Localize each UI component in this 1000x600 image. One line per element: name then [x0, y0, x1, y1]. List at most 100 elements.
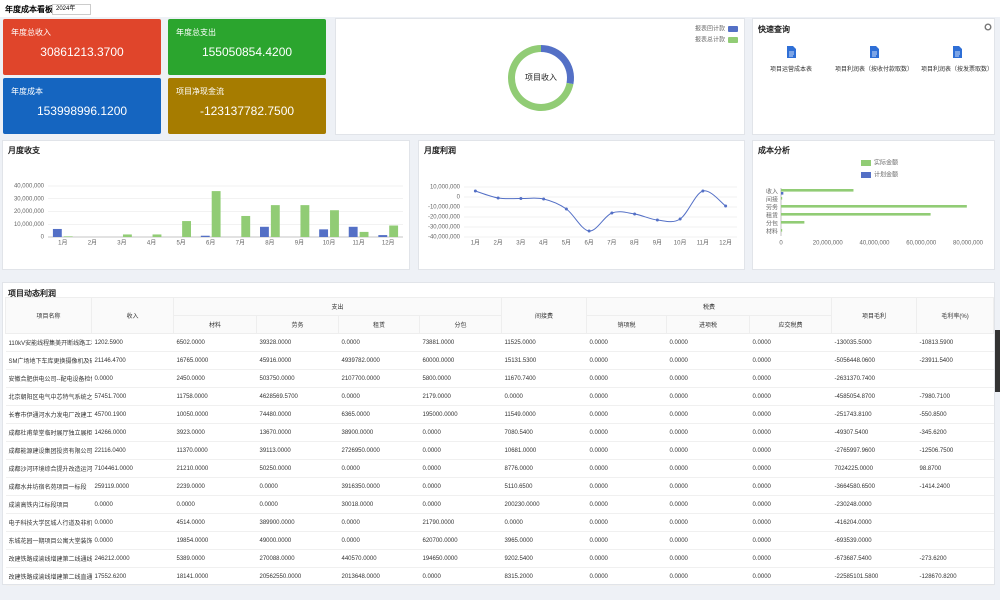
table-row: 成都沙河环境综合提升改造运河护 7104461.0000 21210.0000 502…	[5, 459, 994, 478]
kpi-label: 年度成本	[11, 87, 43, 96]
bar	[241, 215, 251, 237]
bar	[182, 221, 191, 237]
table-cell: -4585054.8700	[831, 387, 917, 406]
table-row: 东城花园一期项目公寓大堂装饰工 0.0000 19854.0000 49000.000…	[5, 531, 994, 550]
table-cell: 2013648.0000	[338, 567, 420, 586]
table-cell: 成渝高铁内江标段项目	[5, 495, 92, 514]
y-tick-label: 间接	[766, 196, 778, 204]
table-cell: 50250.0000	[256, 459, 339, 478]
table-cell: 0.0000	[586, 459, 667, 478]
table-cell: 49000.0000	[256, 531, 339, 550]
table-cell: 2239.0000	[173, 477, 257, 496]
table-cell: -10813.5900	[916, 333, 994, 352]
table-cell: 0.0000	[338, 531, 420, 550]
table-cell: 0.0000	[749, 531, 832, 550]
table-cell: 0.0000	[586, 513, 667, 532]
doc-icon[interactable]	[952, 46, 962, 58]
table-cell: 200230.0000	[501, 495, 587, 514]
line-chart: 月度利润 10,000,000 0 -10,000,000 -20,000,000 -30…	[423, 145, 737, 247]
x-tick-label: 7月	[607, 240, 616, 247]
bar	[359, 231, 369, 237]
table-cell: 0.0000	[666, 549, 750, 568]
table-cell: 8776.0000	[501, 459, 587, 478]
table-cell: 0.0000	[419, 567, 502, 586]
x-tick-label: 20,000,000	[813, 241, 844, 247]
table-cell: 13670.0000	[256, 423, 339, 442]
table-cell: 改建铁路成渝线增建第二线直通线（成	[5, 567, 92, 586]
table-row: 成都水井坊宿名苑项目一标段 259119.0000 2239.0000 0.0000 3…	[5, 477, 994, 496]
table-cell: 0.0000	[749, 369, 832, 388]
y-tick-label: -10,000,000	[428, 205, 461, 211]
settings-icon[interactable]	[984, 23, 992, 31]
table-cell: 0.0000	[586, 387, 667, 406]
query-link[interactable]: 项目利润表（按发票取数）	[920, 67, 993, 73]
table-cell: 45916.0000	[256, 351, 339, 370]
y-tick-label: 40,000,000	[14, 184, 45, 190]
doc-lines	[789, 51, 794, 57]
table-cell: 4514.0000	[173, 513, 257, 532]
table-cell: 57451.7000	[91, 387, 174, 406]
doc-icon[interactable]	[786, 46, 796, 58]
table-cell: 16765.0000	[173, 351, 257, 370]
bar	[781, 229, 783, 232]
x-tick-label: 3月	[516, 240, 525, 247]
point	[610, 211, 614, 215]
table-cell: 0.0000	[256, 495, 339, 514]
table-cell: 1202.5900	[91, 333, 174, 352]
table-cell: 440570.0000	[338, 549, 420, 568]
table-cell: 长春市伊通河水力发电厂改建工程	[5, 405, 92, 424]
bar	[200, 235, 210, 237]
table-cell: 7104461.0000	[91, 459, 174, 478]
table-cell: 0.0000	[666, 423, 750, 442]
y-tick-label: 30,000,000	[14, 196, 45, 202]
table-row: SM广场地下车库更换摄像机及硬 21146.4700 16765.0000 45916…	[5, 351, 994, 370]
table-cell: 0.0000	[586, 369, 667, 388]
table-cell: 0.0000	[586, 531, 667, 550]
kpi-label: 项目净现金流	[176, 87, 224, 96]
table-cell	[916, 531, 994, 550]
x-tick-label: 5月	[562, 240, 571, 247]
panel-title: 月度收支	[7, 145, 41, 155]
table-cell: 2107700.0000	[338, 369, 420, 388]
table-cell: -22585101.5800	[831, 567, 917, 586]
table-cell: -273.6200	[916, 549, 994, 568]
table-cell: 0.0000	[586, 567, 667, 586]
table-cell: -416204.0000	[831, 513, 917, 532]
bar	[63, 236, 73, 237]
table-cell: 0.0000	[256, 477, 339, 496]
table-cell: 0.0000	[501, 387, 587, 406]
table-cell: -230248.0000	[831, 495, 917, 514]
legend-swatch	[861, 160, 871, 166]
table-row: 长春市伊通河水力发电厂改建工程 45700.1900 10050.0000 74480…	[5, 405, 994, 424]
table-cell: -1414.2400	[916, 477, 994, 496]
doc-icon[interactable]	[869, 46, 879, 58]
table-cell: 0.0000	[749, 495, 832, 514]
query-link[interactable]: 项目利润表（按收付款取数）	[834, 67, 913, 73]
table-cell: 15131.5300	[501, 351, 587, 370]
x-tick-label: 2月	[493, 240, 502, 247]
table-cell: 10050.0000	[173, 405, 257, 424]
table-cell: 0.0000	[338, 387, 420, 406]
bar	[211, 191, 221, 237]
panel-title: 月度利润	[423, 145, 456, 155]
table-cell: 成都杜甫草堂临时展厅独立展柜项	[5, 423, 92, 442]
table-cell: 0.0000	[173, 495, 257, 514]
kpi-value: -123137782.7500	[199, 104, 295, 118]
table-cell: -693539.0000	[831, 531, 917, 550]
kpi-label: 年度总支出	[176, 28, 216, 37]
kpi-card: 年度总支出 155050854.4200	[168, 19, 326, 75]
x-tick-label: 12月	[719, 240, 732, 247]
column-header: 租赁	[338, 315, 420, 334]
table-cell: 21146.4700	[91, 351, 174, 370]
point	[655, 218, 659, 222]
table-cell: 0.0000	[586, 549, 667, 568]
query-link[interactable]: 项目运营成本表	[769, 67, 812, 73]
table-cell: -2765997.9600	[831, 441, 917, 460]
year-select[interactable]: 2024年	[52, 4, 91, 15]
table-cell: 389900.0000	[256, 513, 339, 532]
legend-swatch	[861, 172, 871, 178]
table-cell: 0.0000	[666, 477, 750, 496]
table-cell: 0.0000	[91, 495, 174, 514]
table-cell: 0.0000	[749, 333, 832, 352]
